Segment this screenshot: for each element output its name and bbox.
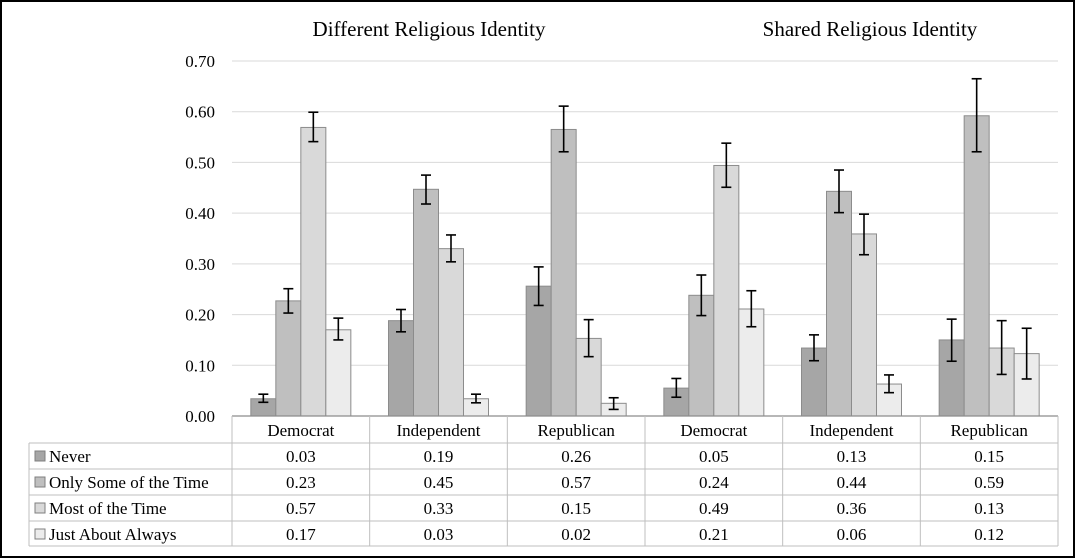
bar bbox=[388, 320, 414, 417]
x-category-label: Republican bbox=[537, 421, 615, 440]
error-bar bbox=[859, 213, 869, 256]
bar bbox=[413, 188, 439, 417]
bar bbox=[826, 190, 852, 417]
panel-title-shared: Shared Religious Identity bbox=[763, 17, 978, 41]
panel-title-different: Different Religious Identity bbox=[313, 17, 546, 41]
y-tick-label: 0.20 bbox=[185, 306, 215, 325]
error-bar bbox=[971, 77, 982, 153]
data-label: 0.15 bbox=[561, 499, 591, 518]
error-bar bbox=[446, 234, 456, 263]
data-label: 0.19 bbox=[424, 447, 454, 466]
y-tick-label: 0.30 bbox=[185, 255, 215, 274]
error-bar bbox=[308, 111, 319, 143]
data-label: 0.03 bbox=[286, 447, 316, 466]
legend-label: Never bbox=[49, 447, 91, 466]
data-label: 0.15 bbox=[974, 447, 1004, 466]
data-label: 0.21 bbox=[699, 525, 729, 544]
error-bar bbox=[946, 318, 957, 363]
data-table: Democrat Independent Republican Democrat Ind… bbox=[28, 415, 1059, 547]
legend-label: Most of the Time bbox=[49, 499, 167, 518]
data-label: 0.26 bbox=[561, 447, 591, 466]
data-label: 0.02 bbox=[561, 525, 591, 544]
error-bar bbox=[746, 289, 757, 328]
error-bar bbox=[396, 308, 406, 333]
y-tick-label: 0.10 bbox=[185, 356, 215, 375]
data-label: 0.05 bbox=[699, 447, 729, 466]
error-bar bbox=[258, 393, 269, 404]
x-category-label: Independent bbox=[809, 421, 893, 440]
gridlines bbox=[232, 60, 1058, 417]
error-bar bbox=[996, 319, 1007, 376]
error-bar bbox=[283, 287, 294, 314]
legend-label: Just About Always bbox=[49, 525, 177, 544]
error-bar bbox=[471, 393, 481, 404]
error-bar bbox=[533, 266, 544, 307]
error-bar bbox=[809, 334, 819, 362]
error-bar bbox=[1021, 327, 1032, 380]
data-label: 0.59 bbox=[974, 473, 1004, 492]
data-label: 0.57 bbox=[286, 499, 316, 518]
data-label: 0.49 bbox=[699, 499, 729, 518]
bar bbox=[325, 329, 352, 417]
error-bar bbox=[884, 374, 894, 394]
data-label: 0.03 bbox=[424, 525, 454, 544]
error-bar bbox=[834, 169, 844, 214]
data-label: 0.06 bbox=[837, 525, 867, 544]
x-category-label: Democrat bbox=[267, 421, 334, 440]
error-bar bbox=[608, 396, 619, 411]
error-bar bbox=[671, 377, 682, 399]
y-tick-label: 0.50 bbox=[185, 153, 215, 172]
x-category-label: Republican bbox=[950, 421, 1028, 440]
bar bbox=[300, 126, 327, 417]
bar bbox=[550, 128, 577, 417]
y-tick-label: 0.40 bbox=[185, 204, 215, 223]
y-tick-label: 0.60 bbox=[185, 103, 215, 122]
x-category-label: Independent bbox=[396, 421, 480, 440]
legend-label: Only Some of the Time bbox=[49, 473, 209, 492]
bars bbox=[250, 115, 1040, 417]
error-bars bbox=[258, 77, 1032, 411]
error-bar bbox=[583, 318, 594, 358]
bar bbox=[575, 337, 602, 417]
bar bbox=[275, 300, 302, 417]
error-bar bbox=[696, 274, 707, 317]
legend-swatch bbox=[34, 476, 46, 488]
data-label: 0.13 bbox=[974, 499, 1004, 518]
data-label: 0.57 bbox=[561, 473, 591, 492]
bar bbox=[851, 233, 877, 417]
error-bar bbox=[558, 105, 569, 153]
data-label: 0.33 bbox=[424, 499, 454, 518]
data-label: 0.36 bbox=[837, 499, 867, 518]
x-category-label: Democrat bbox=[680, 421, 747, 440]
data-label: 0.45 bbox=[424, 473, 454, 492]
legend-swatch bbox=[34, 450, 46, 462]
data-label: 0.44 bbox=[837, 473, 867, 492]
data-label: 0.12 bbox=[974, 525, 1004, 544]
bar bbox=[438, 248, 464, 417]
bar bbox=[963, 115, 990, 417]
error-bar bbox=[421, 174, 431, 205]
error-bar bbox=[721, 142, 732, 189]
panel-titles: Different Religious Identity Shared Reli… bbox=[313, 17, 978, 41]
error-bar bbox=[333, 317, 344, 341]
data-label: 0.24 bbox=[699, 473, 729, 492]
bar bbox=[713, 164, 740, 417]
y-tick-label: 0.70 bbox=[185, 52, 215, 71]
y-tick-label: 0.00 bbox=[185, 407, 215, 426]
y-axis: 0.00 0.10 0.20 0.30 0.40 0.50 0.60 0.70 bbox=[185, 52, 215, 426]
data-label: 0.13 bbox=[837, 447, 867, 466]
legend-swatch bbox=[34, 528, 46, 540]
legend-swatch bbox=[34, 502, 46, 514]
data-label: 0.23 bbox=[286, 473, 316, 492]
data-label: 0.17 bbox=[286, 525, 316, 544]
